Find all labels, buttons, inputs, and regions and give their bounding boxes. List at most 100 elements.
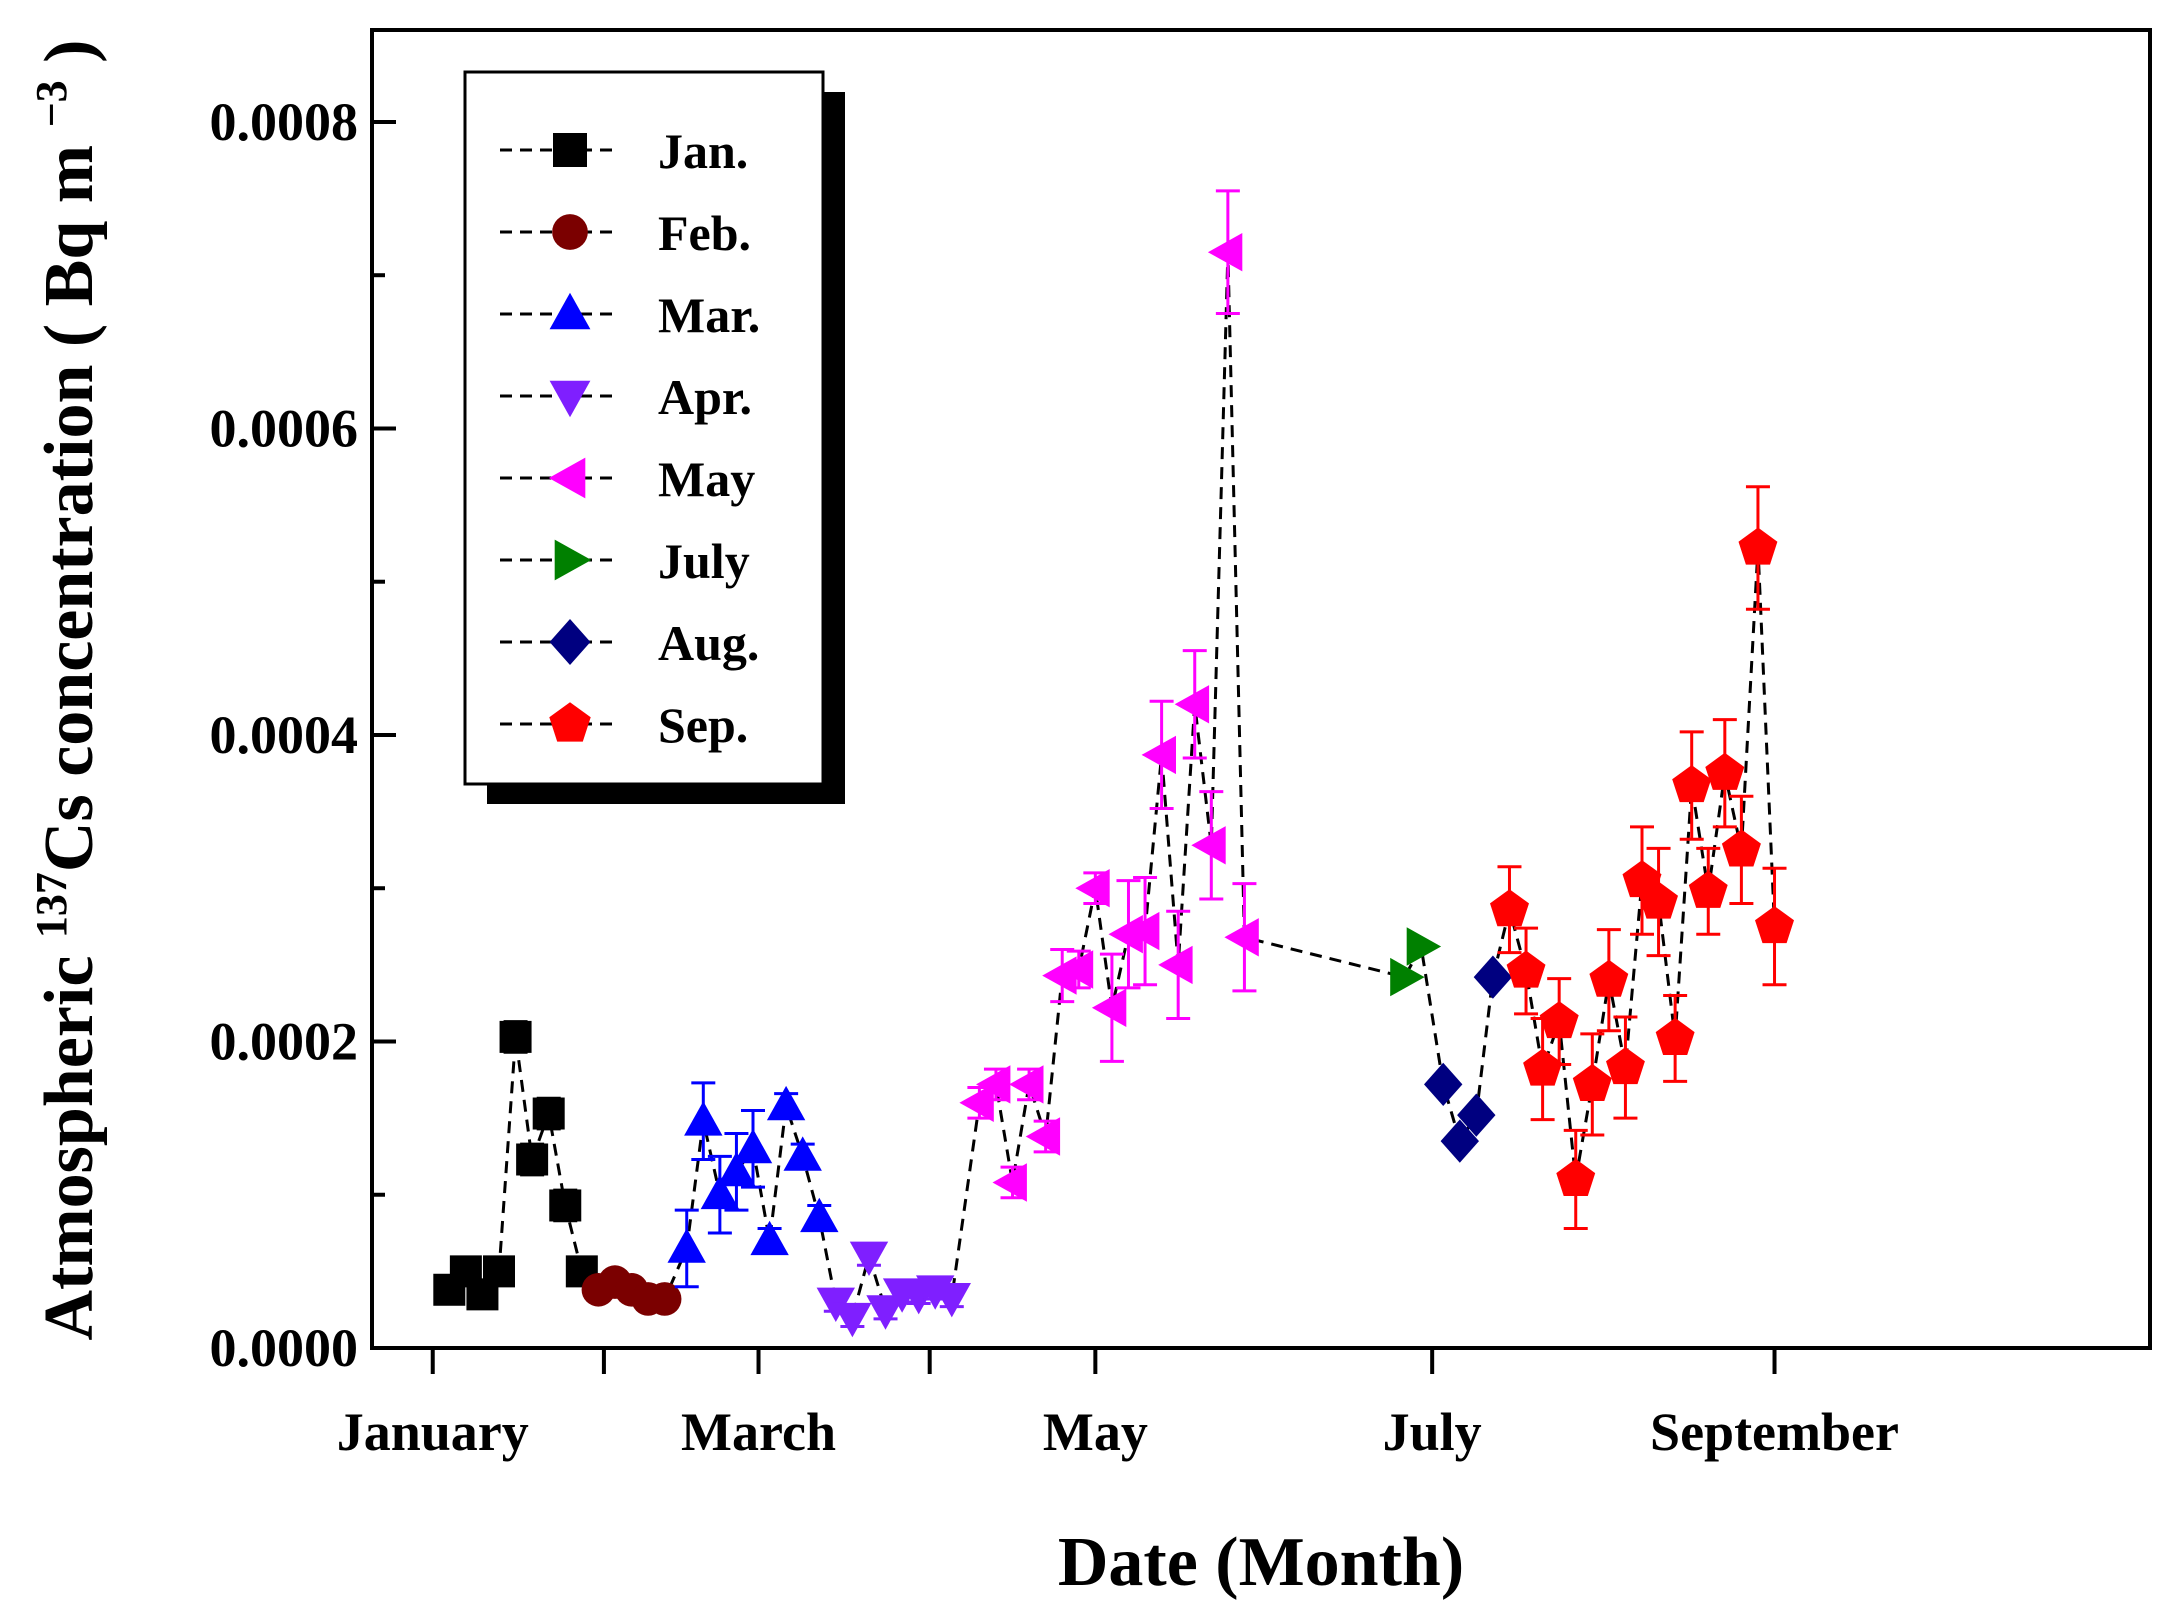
- legend-label: Feb.: [658, 205, 751, 261]
- marker-triangle-left: [1058, 950, 1094, 989]
- y-tick-label: 0.0008: [210, 92, 359, 152]
- series-mar: [667, 1081, 839, 1289]
- data-points: [433, 189, 1794, 1338]
- marker-triangle-left: [1009, 1065, 1044, 1104]
- marker-triangle-right: [1390, 957, 1425, 997]
- marker-square: [499, 1020, 532, 1053]
- marker-pentagon: [1606, 1047, 1645, 1085]
- series-sep: [1490, 485, 1794, 1230]
- marker-triangle-down: [833, 1302, 872, 1338]
- marker-diamond: [1457, 1093, 1496, 1137]
- marker-pentagon: [549, 702, 591, 742]
- legend-label: July: [658, 533, 750, 589]
- marker-diamond: [1473, 955, 1513, 999]
- marker-triangle-up: [717, 1151, 756, 1187]
- legend-label: Sep.: [658, 697, 748, 753]
- marker-pentagon: [1721, 829, 1761, 867]
- marker-triangle-up: [733, 1128, 773, 1164]
- marker-triangle-left: [1025, 1117, 1061, 1156]
- series-jan: [433, 1020, 598, 1311]
- marker-circle: [552, 214, 588, 250]
- marker-triangle-up: [700, 1174, 740, 1210]
- marker-triangle-right: [554, 539, 592, 581]
- y-tick-label: 0.0000: [210, 1318, 359, 1378]
- x-tick-label: May: [1043, 1402, 1148, 1462]
- marker-pentagon: [1506, 950, 1546, 988]
- marker-square: [549, 1189, 582, 1222]
- marker-pentagon: [1572, 1063, 1612, 1101]
- series-aug: [1424, 955, 1513, 1163]
- marker-triangle-up: [750, 1220, 789, 1256]
- x-tick-label: September: [1650, 1402, 1899, 1462]
- y-tick-label: 0.0006: [210, 398, 359, 458]
- marker-diamond: [1424, 1062, 1463, 1106]
- marker-triangle-left: [1224, 918, 1259, 957]
- y-tick-label: 0.0004: [210, 705, 359, 765]
- marker-triangle-left: [548, 457, 586, 499]
- marker-triangle-up: [684, 1101, 723, 1136]
- marker-triangle-left: [1141, 735, 1176, 775]
- x-tick-label: January: [337, 1402, 529, 1462]
- marker-pentagon: [1490, 889, 1529, 927]
- marker-circle: [647, 1282, 682, 1316]
- marker-triangle-left: [1191, 826, 1226, 865]
- marker-pentagon: [1705, 752, 1745, 790]
- marker-triangle-down: [866, 1295, 905, 1330]
- marker-pentagon: [1589, 959, 1629, 997]
- marker-pentagon: [1755, 906, 1794, 944]
- legend-label: Aug.: [658, 615, 759, 671]
- marker-triangle-right: [1406, 927, 1442, 966]
- marker-triangle-left: [1091, 988, 1127, 1027]
- marker-diamond: [549, 619, 591, 665]
- marker-square: [516, 1143, 549, 1176]
- x-tick-label: July: [1383, 1402, 1482, 1462]
- marker-pentagon: [1655, 1017, 1695, 1055]
- marker-triangle-left: [976, 1065, 1011, 1104]
- marker-triangle-left: [959, 1083, 994, 1122]
- marker-pentagon: [1523, 1048, 1563, 1086]
- marker-triangle-up: [766, 1085, 806, 1121]
- marker-pentagon: [1539, 1001, 1579, 1039]
- marker-pentagon: [1639, 881, 1678, 919]
- marker-triangle-down: [932, 1283, 971, 1318]
- legend-label: Jan.: [658, 123, 748, 179]
- marker-square: [553, 133, 587, 167]
- series-apr: [816, 1241, 971, 1338]
- marker-triangle-up: [667, 1228, 706, 1263]
- marker-triangle-up: [783, 1136, 822, 1171]
- plot-frame: [370, 28, 2152, 1350]
- marker-triangle-down: [549, 380, 591, 418]
- marker-square: [483, 1255, 515, 1288]
- marker-pentagon: [1672, 765, 1712, 803]
- x-tick-label: March: [681, 1402, 836, 1462]
- marker-triangle-left: [1174, 685, 1210, 724]
- marker-triangle-left: [992, 1163, 1027, 1202]
- legend-label: May: [658, 451, 755, 507]
- marker-diamond: [1440, 1119, 1479, 1163]
- marker-triangle-up: [800, 1197, 839, 1233]
- legend-label: Apr.: [658, 369, 752, 425]
- series-may: [959, 189, 1259, 1202]
- marker-triangle-left: [1158, 945, 1193, 985]
- y-axis-title: Atmospheric 137Cs concentration ( Bq m −…: [27, 39, 108, 1340]
- x-axis-title: Date (Month): [1058, 1524, 1464, 1601]
- axes: 0.0000 0.0002 0.0004 0.0006 0.0008 January Mar…: [27, 28, 2152, 1601]
- marker-triangle-down: [849, 1241, 889, 1276]
- marker-triangle-left: [1125, 911, 1160, 951]
- marker-pentagon: [1556, 1158, 1596, 1196]
- marker-pentagon: [1738, 527, 1778, 565]
- legend-label: Mar.: [658, 287, 760, 343]
- marker-triangle-up: [549, 292, 591, 330]
- legend-box: [463, 70, 825, 786]
- marker-pentagon: [1688, 870, 1728, 908]
- marker-triangle-left: [1207, 233, 1243, 272]
- series-feb: [581, 1265, 682, 1316]
- y-tick-label: 0.0002: [210, 1011, 359, 1071]
- marker-triangle-left: [1075, 869, 1110, 908]
- legend: Jan. Feb. Mar. Apr. May July Aug. Sep.: [463, 70, 845, 804]
- marker-square: [532, 1097, 565, 1130]
- marker-triangle-left: [1108, 915, 1143, 954]
- series-july: [1390, 927, 1442, 997]
